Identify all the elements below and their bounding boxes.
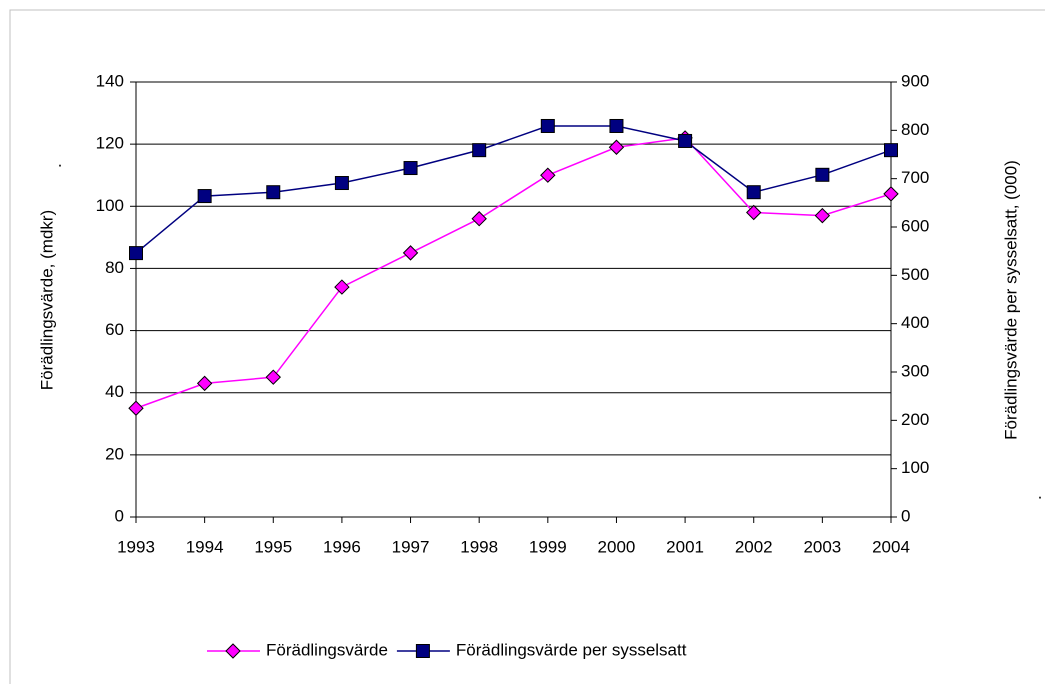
y2-axis-label: Förädlingsvärde per sysselsatt, (000): [1001, 160, 1020, 440]
y2-tick-label: 400: [901, 313, 929, 332]
series-line: [135, 125, 892, 254]
y2-tick-label: 500: [901, 265, 929, 284]
marker: [402, 245, 419, 261]
marker: [472, 143, 487, 158]
y-tick-label: 40: [105, 382, 124, 401]
y-tick-label: 80: [105, 258, 124, 277]
marker: [609, 118, 624, 133]
marker: [815, 167, 830, 182]
y-tick-label: 20: [105, 444, 124, 463]
annotation: .: [58, 151, 63, 170]
marker: [608, 139, 625, 155]
marker: [266, 185, 281, 200]
y2-tick-label: 100: [901, 458, 929, 477]
x-tick-label: 2001: [666, 537, 704, 556]
y2-tick-label: 900: [901, 71, 929, 90]
marker: [678, 133, 693, 148]
y-tick-label: 60: [105, 320, 124, 339]
marker: [197, 189, 212, 204]
marker: [403, 161, 418, 176]
y2-tick-label: 300: [901, 361, 929, 380]
marker: [814, 207, 831, 224]
marker: [884, 143, 898, 158]
marker: [334, 176, 349, 191]
y2-tick-label: 200: [901, 410, 929, 429]
y2-tick-label: 600: [901, 216, 929, 235]
x-tick-label: 2002: [735, 537, 773, 556]
marker: [540, 118, 555, 133]
x-tick-label: 1995: [254, 537, 292, 556]
marker: [128, 400, 144, 416]
x-tick-label: 2003: [803, 537, 841, 556]
plot-border: [135, 81, 892, 518]
legend-label: Förädlingsvärde: [266, 640, 388, 659]
marker: [746, 185, 761, 200]
x-tick-label: 1996: [323, 537, 361, 556]
marker: [334, 279, 350, 295]
x-tick-label: 2000: [598, 537, 636, 556]
marker: [129, 246, 143, 261]
marker: [746, 204, 762, 221]
marker: [471, 211, 487, 227]
y-axis-label: Förädlingsvärde, (mdkr): [37, 210, 56, 390]
annotation: .: [1038, 483, 1043, 502]
y-tick-label: 140: [96, 71, 124, 90]
marker: [540, 167, 556, 183]
marker: [883, 186, 899, 202]
x-tick-label: 1993: [117, 537, 155, 556]
marker: [265, 369, 281, 385]
x-tick-label: 1997: [392, 537, 430, 556]
y-tick-label: 120: [96, 134, 124, 153]
x-tick-label: 1994: [186, 537, 224, 556]
legend-label: Förädlingsvärde per sysselsatt: [456, 640, 687, 659]
chart-frame: [9, 9, 1045, 684]
marker: [415, 644, 430, 658]
marker: [196, 375, 213, 392]
y-tick-label: 0: [115, 506, 124, 525]
y-tick-label: 100: [96, 196, 124, 215]
x-tick-label: 1999: [529, 537, 567, 556]
y2-tick-label: 700: [901, 168, 929, 187]
marker: [225, 643, 241, 659]
x-tick-label: 1998: [460, 537, 498, 556]
y2-tick-label: 0: [901, 506, 910, 525]
x-tick-label: 2004: [872, 537, 910, 556]
y2-tick-label: 800: [901, 120, 929, 139]
series-line: [135, 137, 892, 409]
